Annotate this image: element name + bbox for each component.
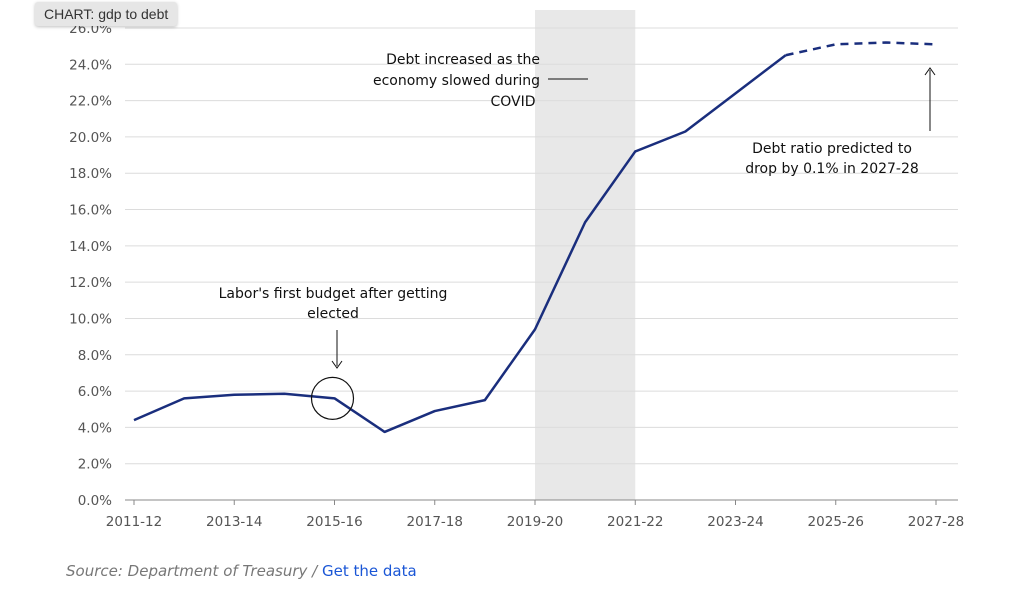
x-tick-label: 2015-16 [306, 514, 362, 530]
y-tick-label: 24.0% [69, 57, 112, 73]
source-text: Source: Department of Treasury / [66, 562, 322, 580]
y-tick-label: 8.0% [78, 348, 112, 364]
labor-highlight-circle [310, 376, 355, 420]
x-tick-label: 2019-20 [507, 514, 563, 530]
source-note: Source: Department of Treasury / Get the… [66, 562, 417, 580]
prediction-arrow-head [924, 67, 936, 76]
covid-annotation-text: Debt increased as the [386, 52, 540, 68]
covid-shaded-region [535, 10, 636, 500]
x-tick-label: 2023-24 [707, 514, 763, 530]
labor-annotation-text: Labor's first budget after getting [219, 286, 448, 302]
series-line-actual [133, 54, 787, 434]
y-tick-label: 10.0% [69, 311, 112, 327]
y-tick-label: 14.0% [69, 239, 112, 255]
series-line-forecast [785, 41, 937, 57]
y-tick-label: 2.0% [78, 457, 112, 473]
prediction-annotation-text: drop by 0.1% in 2027-28 [745, 161, 919, 177]
y-tick-label: 16.0% [69, 203, 112, 219]
covid-annotation-text: COVID [490, 94, 535, 110]
y-tick-label: 0.0% [78, 493, 112, 509]
prediction-annotation-text: Debt ratio predicted to [752, 141, 912, 157]
chart-tooltip: CHART: gdp to debt [35, 2, 178, 26]
y-tick-label: 22.0% [69, 94, 112, 110]
x-tick-label: 2021-22 [607, 514, 663, 530]
get-data-link[interactable]: Get the data [321, 562, 417, 580]
x-tick-label: 2017-18 [407, 514, 463, 530]
y-tick-label: 6.0% [78, 384, 112, 400]
x-tick-label: 2013-14 [206, 514, 262, 530]
labor-arrow-head [331, 360, 343, 369]
covid-annotation-text: economy slowed during [373, 73, 540, 89]
x-tick-label: 2011-12 [106, 514, 162, 530]
y-tick-label: 18.0% [69, 166, 112, 182]
labor-annotation-text: elected [307, 306, 359, 322]
x-tick-label: 2025-26 [808, 514, 864, 530]
y-tick-label: 4.0% [78, 420, 112, 436]
x-tick-label: 2027-28 [908, 514, 964, 530]
y-tick-label: 20.0% [69, 130, 112, 146]
y-tick-label: 12.0% [69, 275, 112, 291]
